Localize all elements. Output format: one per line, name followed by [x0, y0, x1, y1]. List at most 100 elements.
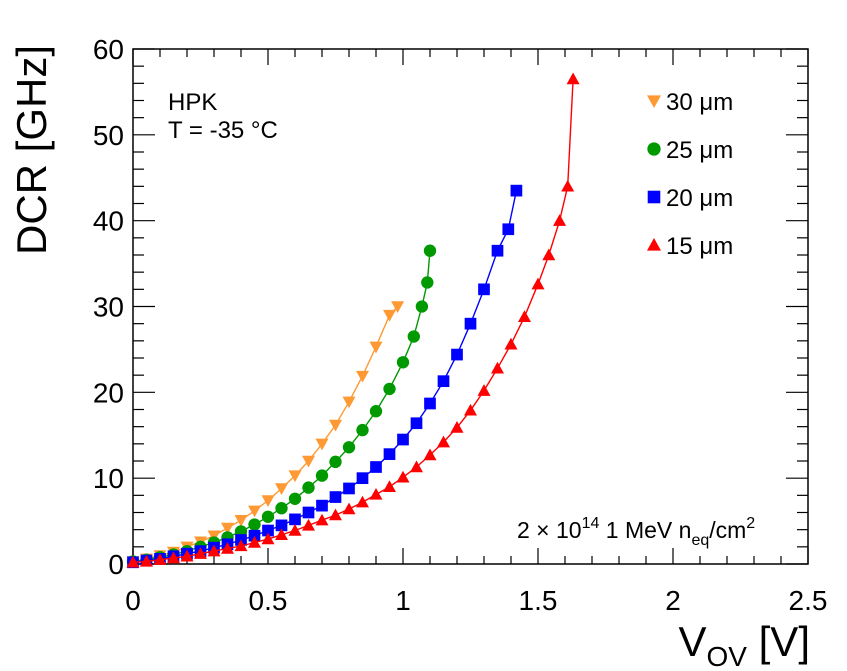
- data-point-square: [356, 472, 369, 485]
- y-tick-label: 20: [93, 377, 124, 408]
- fluence-unit-exp: 2: [746, 515, 755, 532]
- data-point-triangle-down: [329, 419, 342, 432]
- legend-entry-15um: 15 μm: [647, 233, 733, 260]
- data-point-triangle-up: [491, 361, 504, 374]
- data-point-triangle-up: [356, 495, 369, 508]
- data-point-triangle-up: [477, 384, 491, 396]
- data-point-triangle-up: [315, 513, 329, 526]
- data-point-triangle-down: [391, 301, 405, 313]
- legend: 30 μm 25 μm 20 μm 15 μm: [647, 89, 733, 260]
- data-point-triangle-up: [342, 502, 356, 515]
- data-point-square: [647, 190, 661, 204]
- data-point-triangle-up: [275, 528, 288, 541]
- data-point-square: [437, 375, 450, 388]
- data-point-square: [248, 529, 261, 542]
- axis-ticks: [132, 48, 809, 565]
- x-tick-label: 2.5: [789, 585, 828, 616]
- data-point-triangle-up: [396, 470, 410, 483]
- x-tick-label: 1.5: [519, 585, 558, 616]
- data-point-triangle-up: [369, 487, 383, 500]
- data-point-triangle-up: [248, 536, 261, 548]
- data-point-circle: [383, 382, 396, 396]
- fluence-prefix: 2 × 10: [517, 517, 582, 543]
- legend-label-15um: 15 μm: [666, 233, 733, 260]
- x-axis-label-sub: OV: [707, 641, 748, 671]
- data-point-triangle-up: [261, 532, 275, 545]
- data-point-triangle-up: [566, 72, 580, 85]
- data-point-square: [491, 244, 504, 257]
- data-point-triangle-down: [356, 370, 369, 383]
- data-point-triangle-down: [275, 483, 288, 495]
- data-point-triangle-up: [504, 337, 518, 350]
- series-25m: [126, 244, 437, 568]
- y-tick-label: 0: [108, 549, 124, 580]
- data-point-square: [302, 506, 315, 519]
- x-axis-label: VOV [V]: [678, 618, 810, 671]
- data-point-triangle-up: [234, 539, 248, 552]
- x-axis-label-main: V: [678, 618, 706, 665]
- legend-entry-25um: 25 μm: [647, 137, 733, 164]
- y-tick-label: 40: [93, 206, 124, 237]
- data-point-triangle-down: [221, 522, 234, 535]
- x-tick-labels: 0 0.5 1 1.5 2 2.5: [125, 585, 827, 616]
- data-series: [126, 72, 580, 569]
- data-point-triangle-up: [518, 310, 531, 322]
- data-point-circle: [342, 441, 356, 454]
- legend-label-20um: 20 μm: [666, 185, 733, 212]
- data-point-triangle-up: [329, 508, 342, 521]
- data-point-triangle-down: [383, 309, 396, 322]
- data-point-triangle-up: [450, 421, 464, 433]
- legend-entry-30um: 30 μm: [647, 89, 733, 116]
- fluence-exp: 14: [582, 515, 600, 532]
- data-point-triangle-down: [234, 515, 248, 527]
- y-axis-label: DCR [GHz]: [8, 45, 55, 255]
- data-point-circle: [288, 492, 302, 505]
- data-point-square: [289, 513, 301, 526]
- legend-marker-circle: [647, 142, 661, 156]
- y-tick-label: 60: [93, 34, 124, 65]
- y-tick-labels: 0 10 20 30 40 50 60: [93, 34, 124, 580]
- data-point-square: [502, 223, 515, 236]
- data-point-triangle-up: [410, 460, 423, 473]
- data-point-square: [316, 499, 328, 512]
- data-point-triangle-up: [126, 555, 140, 568]
- data-point-square: [464, 317, 477, 330]
- legend-marker-triangle-down: [647, 95, 661, 108]
- data-point-circle: [356, 423, 369, 437]
- data-point-circle: [248, 518, 261, 531]
- data-point-triangle-down: [647, 95, 661, 108]
- x-tick-label: 0.5: [249, 585, 288, 616]
- data-point-triangle-up: [180, 549, 194, 562]
- data-point-square: [383, 448, 396, 460]
- data-point-circle: [275, 502, 288, 515]
- series-15m: [126, 72, 580, 568]
- annotation-fluence: 2 × 1014 1 MeV neq/cm2: [517, 515, 755, 549]
- data-point-square: [410, 417, 423, 430]
- legend-marker-square: [647, 190, 661, 204]
- x-tick-label: 0: [125, 585, 141, 616]
- y-tick-label: 50: [93, 120, 124, 151]
- data-point-square: [343, 482, 355, 495]
- data-point-circle: [329, 455, 342, 469]
- data-point-circle: [261, 510, 275, 523]
- x-tick-label: 2: [665, 585, 681, 616]
- data-point-triangle-down: [302, 455, 315, 468]
- x-axis-label-unit: [V]: [747, 618, 810, 665]
- annotation-hpk: HPK: [168, 89, 217, 116]
- data-point-triangle-up: [647, 238, 661, 251]
- data-point-circle: [315, 469, 329, 482]
- series-20m: [127, 184, 523, 569]
- data-point-triangle-down: [207, 530, 221, 543]
- data-point-circle: [415, 300, 429, 313]
- data-point-circle: [302, 481, 315, 494]
- data-point-square: [397, 433, 409, 446]
- data-point-square: [329, 491, 342, 503]
- data-point-triangle-down: [248, 505, 261, 518]
- data-point-triangle-up: [553, 214, 567, 226]
- data-point-circle: [407, 330, 420, 343]
- data-point-circle: [647, 142, 661, 156]
- fluence-unit: /cm: [709, 517, 746, 543]
- data-point-triangle-up: [194, 547, 207, 559]
- data-point-circle: [396, 356, 410, 369]
